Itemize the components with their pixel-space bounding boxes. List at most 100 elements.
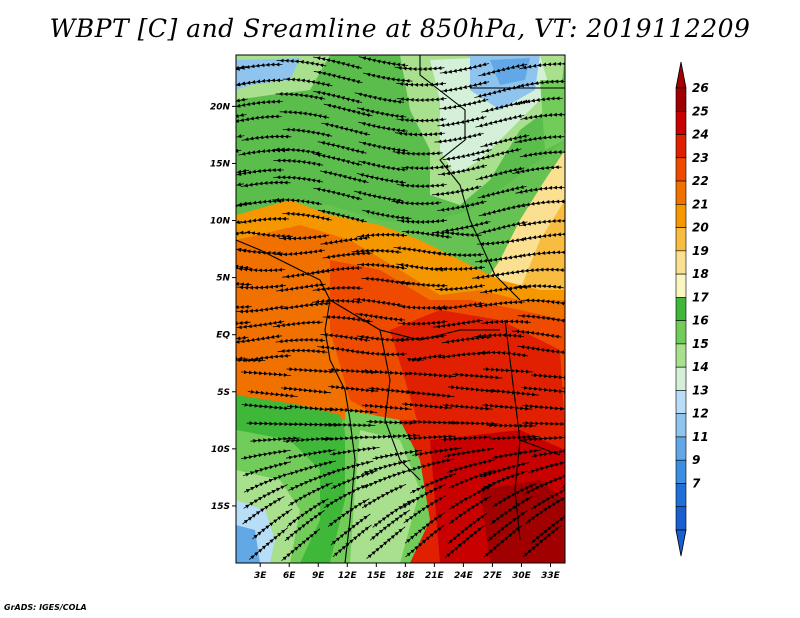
streamline [407,353,444,362]
colorbar: 26 25 24 23 22 21 20 19 18 17 16 15 14 13 12 11 9 7 [675,61,709,557]
streamline [406,371,457,379]
streamlines [236,56,621,562]
colorbar-label: 26 [692,81,709,95]
streamline [354,92,404,105]
streamline [312,265,362,274]
streamline [317,141,367,155]
colorbar-top-arrow [675,61,687,89]
streamline [273,158,324,167]
streamline [242,461,292,477]
streamline [358,121,408,133]
streamline [447,459,496,474]
lat-tick-label: 10N [210,217,231,227]
lon-tick-label: 33E [541,571,561,581]
streamline [286,367,337,374]
lat-tick-label: 20N [210,102,231,112]
lat-tick-label: EQ [216,331,230,341]
streamline [521,385,565,394]
lon-tick-label: 9E [312,571,325,581]
streamline [236,167,284,176]
streamline [361,483,407,509]
streamline [391,200,442,206]
colorbar-label: 21 [692,197,709,211]
streamline [517,199,565,208]
streamline [521,435,565,442]
streamline [328,384,379,393]
lon-tick-label: 6E [283,571,296,581]
lon-tick-label: 30E [512,571,532,581]
streamline [279,109,330,120]
lat-tick-label: 15N [210,159,231,169]
streamline [571,374,621,378]
streamline [321,122,371,137]
streamline [433,251,484,258]
streamline [515,185,565,194]
streamline [312,298,363,304]
streamline [522,421,565,427]
streamline [432,318,483,329]
colorbar-label: 7 [692,476,701,490]
streamline [478,62,528,77]
streamline [439,98,489,111]
streamline [511,329,562,339]
streamline [272,147,323,156]
streamline [431,185,482,197]
streamline [372,449,422,461]
streamline [519,150,565,158]
streamline [357,107,407,119]
streamline [439,62,489,75]
streamline [240,370,291,377]
streamline [512,165,562,175]
streamline [437,200,487,212]
streamline [277,348,328,354]
streamline [241,449,291,461]
streamline [445,525,485,558]
streamline [396,96,447,103]
streamline [357,232,408,238]
streamline [286,448,336,460]
lon-tick-label: 15E [367,571,387,581]
streamline [396,333,447,342]
colorbar-swatch [675,227,687,252]
streamline [475,299,525,308]
streamline [570,482,614,505]
streamline [236,230,247,236]
streamline [571,513,611,544]
streamline [313,90,363,104]
streamline [397,218,448,225]
colorbar-label: 24 [692,128,709,142]
longitude-axis: 3E 6E 9E 12E 15E 18E 21E 24E 27E 30E 33E [254,563,561,581]
streamline [396,262,446,272]
lon-tick-label: 21E [425,571,445,581]
streamline [438,351,488,359]
streamline [566,437,616,440]
streamline [273,175,324,184]
streamline [564,557,565,560]
latitude-axis: 20N 15N 10N 5N EQ 5S 10S 15S [210,102,236,512]
streamline [236,283,286,290]
colorbar-label: 9 [692,453,700,467]
streamline [431,230,482,238]
streamline [236,114,282,123]
streamline [356,173,406,185]
lon-tick-label: 18E [396,571,416,581]
streamline [327,406,378,414]
streamline [246,421,297,427]
streamline [241,402,292,411]
streamline [394,131,445,137]
streamline [440,80,490,93]
streamline [405,524,445,558]
streamline [561,470,565,489]
streamline [482,367,533,374]
streamline [313,70,363,84]
streamline [513,283,564,290]
streamline [478,350,529,358]
colorbar-swatch [675,320,687,345]
streamline [362,368,412,376]
streamline [448,385,498,394]
colorbar-swatch [675,506,687,531]
streamline [566,421,616,423]
streamline [517,313,565,323]
lat-tick-label: 5S [217,388,230,398]
lon-tick-label: 12E [338,571,358,581]
